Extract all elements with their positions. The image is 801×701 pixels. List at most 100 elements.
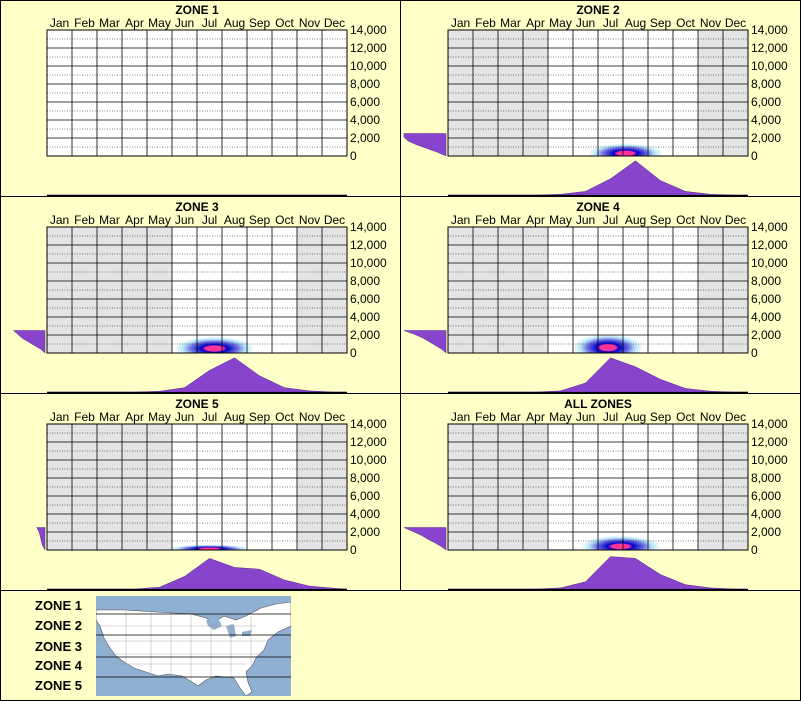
month-label: Feb: [475, 410, 496, 424]
month-label: Sep: [249, 410, 271, 424]
y-tick-label: 2,000: [751, 328, 781, 342]
month-label: Jan: [50, 16, 69, 30]
y-tick-label: 0: [751, 346, 758, 360]
month-label: May: [148, 16, 171, 30]
y-tick-label: 4,000: [751, 507, 781, 521]
month-label: Jan: [50, 410, 69, 424]
month-label: Nov: [299, 213, 320, 227]
zone-legend-panel: ZONE 1 ZONE 2 ZONE 3 ZONE 4 ZONE 5: [0, 590, 800, 700]
month-label: Dec: [725, 410, 746, 424]
hotspot: [580, 535, 661, 550]
month-label: Jul: [202, 213, 217, 227]
month-label: Jun: [175, 410, 194, 424]
zone-legend-label-5: ZONE 5: [35, 678, 82, 693]
hotspot: [169, 544, 250, 550]
y-tick-label: 6,000: [751, 292, 781, 306]
month-label: Dec: [324, 410, 345, 424]
chart-panel-4: ZONE 4 Jan Feb Mar Apr May Jun Jul Aug Sep Oct Nov D…: [403, 200, 788, 393]
month-label: May: [549, 16, 572, 30]
month-label: Jan: [451, 213, 470, 227]
chart-panel-5: ZONE 5 Jan Feb Mar Apr May Jun Jul Aug Sep Oct Nov D…: [36, 397, 387, 590]
y-tick-label: 4,000: [751, 113, 781, 127]
y-tick-label: 2,000: [751, 525, 781, 539]
month-label: Jul: [202, 410, 217, 424]
month-label: Nov: [700, 16, 721, 30]
month-label: Nov: [700, 213, 721, 227]
month-label: Jul: [603, 16, 618, 30]
chart-panel-3: ZONE 3 Jan Feb Mar Apr May Jun Jul Aug Sep Oct Nov D…: [12, 200, 387, 393]
y-tick-label: 6,000: [350, 292, 380, 306]
y-tick-label: 0: [751, 543, 758, 557]
month-label: Jun: [576, 16, 595, 30]
month-label: Sep: [249, 16, 271, 30]
month-label: Mar: [500, 213, 521, 227]
month-label: Aug: [625, 410, 646, 424]
month-label: Feb: [74, 213, 95, 227]
month-label: Oct: [676, 16, 695, 30]
elevation-density: [403, 527, 447, 551]
map-lakes: [206, 618, 252, 638]
monthly-density: [47, 558, 348, 590]
month-label: May: [148, 410, 171, 424]
zone-legend-label-2: ZONE 2: [35, 618, 82, 633]
month-label: Aug: [224, 16, 245, 30]
y-tick-label: 4,000: [751, 310, 781, 324]
month-label: Feb: [475, 16, 496, 30]
month-label: Apr: [125, 16, 144, 30]
month-label: May: [148, 213, 171, 227]
hotspot: [588, 143, 663, 156]
y-tick-label: 6,000: [751, 489, 781, 503]
y-tick-label: 10,000: [751, 453, 788, 467]
y-tick-label: 2,000: [751, 131, 781, 145]
y-tick-label: 14,000: [350, 220, 387, 234]
month-label: Apr: [526, 410, 545, 424]
month-label: Aug: [625, 213, 646, 227]
month-label: Mar: [99, 16, 120, 30]
month-label: Apr: [125, 410, 144, 424]
month-label: Dec: [324, 213, 345, 227]
chart-panel-6: ALL ZONES Jan Feb Mar Apr May Jun Jul Aug Sep Oct N…: [403, 397, 788, 590]
y-tick-label: 12,000: [350, 238, 387, 252]
chart-panel-2: ZONE 2 Jan Feb Mar Apr May Jun Jul Aug Sep Oct Nov D…: [403, 3, 788, 196]
monthly-density: [448, 160, 748, 196]
plot-border: [447, 423, 749, 551]
chart-panel-1: ZONE 1 Jan Feb Mar Apr May Jun Jul Aug Sep Oct Nov D…: [46, 3, 387, 196]
month-label: Jul: [603, 410, 618, 424]
y-tick-label: 6,000: [751, 95, 781, 109]
y-tick-label: 8,000: [350, 77, 380, 91]
y-tick-label: 12,000: [350, 435, 387, 449]
monthly-density: [47, 357, 347, 393]
hotspot: [174, 336, 255, 353]
elevation-density: [403, 330, 447, 354]
plot-border: [447, 226, 749, 354]
chart-title: ZONE 5: [175, 397, 219, 411]
month-label: May: [549, 410, 572, 424]
y-tick-label: 8,000: [751, 471, 781, 485]
month-label: Mar: [500, 16, 521, 30]
y-tick-label: 4,000: [350, 310, 380, 324]
month-label: Dec: [725, 16, 746, 30]
month-label: Sep: [249, 213, 271, 227]
y-tick-label: 14,000: [350, 23, 387, 37]
elevation-density: [403, 133, 447, 157]
y-tick-label: 4,000: [350, 113, 380, 127]
month-label: Jun: [175, 213, 194, 227]
y-tick-label: 14,000: [751, 220, 788, 234]
month-label: Jul: [603, 213, 618, 227]
y-tick-label: 2,000: [350, 525, 380, 539]
month-label: Mar: [500, 410, 521, 424]
month-label: Jun: [576, 213, 595, 227]
month-label: May: [549, 213, 572, 227]
month-label: Jan: [50, 213, 69, 227]
y-tick-label: 8,000: [350, 274, 380, 288]
y-tick-label: 12,000: [751, 238, 788, 252]
chart-title: ZONE 1: [175, 3, 219, 17]
y-tick-label: 10,000: [350, 453, 387, 467]
month-label: Mar: [99, 410, 120, 424]
month-label: Dec: [725, 213, 746, 227]
month-label: Sep: [650, 410, 672, 424]
plot-border: [447, 29, 749, 157]
plot-border: [46, 423, 348, 551]
month-label: Dec: [324, 16, 345, 30]
month-label: Jan: [451, 410, 470, 424]
